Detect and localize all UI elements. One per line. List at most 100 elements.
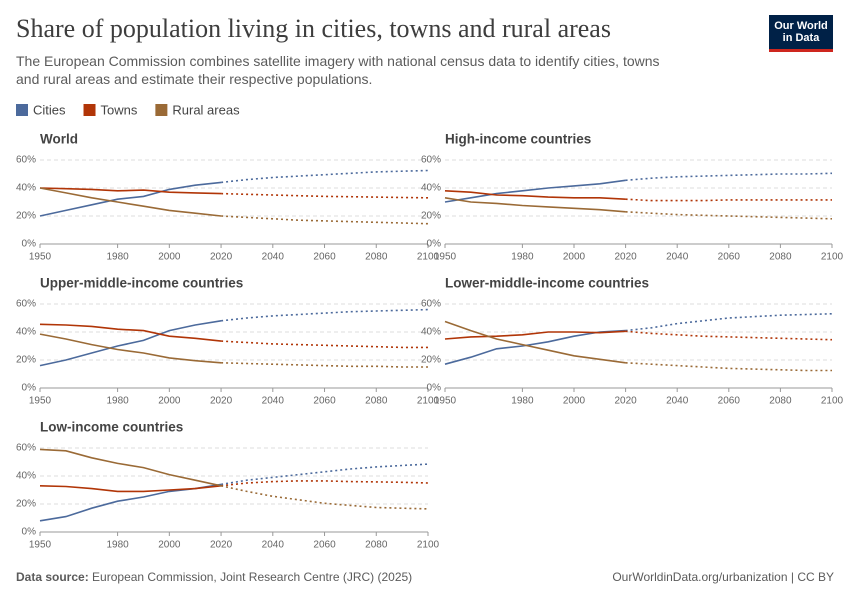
line-solid (39, 187, 222, 217)
y-tick-label: 60% (421, 155, 441, 166)
x-tick-label: 2060 (313, 540, 336, 551)
logo-bar (769, 49, 833, 52)
line-projected (625, 172, 833, 182)
x-tick-label: 1980 (106, 252, 129, 263)
line-projected (221, 362, 428, 368)
x-tick-label: 1950 (434, 252, 457, 263)
source: Data source: European Commission, Joint … (16, 570, 412, 584)
x-tick-label: 2040 (262, 252, 285, 263)
line-solid (39, 323, 222, 342)
y-tick-label: 60% (16, 299, 36, 310)
line-projected (625, 313, 833, 332)
x-tick-label: 2020 (210, 396, 233, 407)
line-solid (39, 187, 222, 195)
x-tick-label: 2020 (614, 396, 637, 407)
line-solid (444, 179, 626, 203)
x-tick-label: 2000 (563, 396, 586, 407)
logo: Our World in Data (774, 20, 828, 44)
line-solid (444, 190, 626, 200)
x-tick-label: 2100 (821, 252, 844, 263)
x-tick-label: 2060 (718, 252, 741, 263)
x-tick-label: 2100 (417, 252, 440, 263)
y-tick-label: 20% (16, 211, 36, 222)
y-tick-label: 40% (16, 183, 36, 194)
x-tick-label: 1980 (511, 396, 534, 407)
y-tick-label: 20% (16, 499, 36, 510)
line-solid (444, 320, 626, 364)
line-projected (625, 330, 833, 341)
source-label: Data source: (16, 570, 89, 584)
y-tick-label: 0% (427, 239, 442, 250)
line-projected (221, 215, 429, 225)
chart-title: Share of population living in cities, to… (16, 14, 611, 43)
line-solid (444, 197, 626, 213)
x-tick-label: 2080 (365, 252, 388, 263)
line-projected (625, 198, 832, 202)
legend-label: Cities (33, 102, 66, 117)
x-tick-label: 2060 (313, 252, 336, 263)
legend-label: Rural areas (172, 102, 240, 117)
x-tick-label: 2080 (769, 396, 792, 407)
line-solid (39, 333, 222, 364)
logo-line: Our World (774, 20, 828, 32)
line-projected (625, 362, 832, 372)
panel-title: Low-income countries (40, 420, 183, 435)
x-tick-label: 2100 (821, 396, 844, 407)
x-tick-label: 1980 (511, 252, 534, 263)
y-tick-label: 40% (16, 327, 36, 338)
x-tick-label: 1950 (29, 252, 52, 263)
y-tick-label: 60% (421, 299, 441, 310)
legend-swatch (83, 104, 96, 116)
x-tick-label: 2000 (158, 252, 181, 263)
y-tick-label: 20% (16, 355, 36, 366)
line-projected (221, 340, 428, 349)
line-solid (39, 485, 222, 493)
y-tick-label: 40% (421, 183, 441, 194)
subtitle: The European Commission combines satelli… (16, 53, 660, 87)
x-tick-label: 2020 (210, 252, 233, 263)
x-tick-label: 2080 (769, 252, 792, 263)
x-tick-label: 2100 (417, 540, 440, 551)
y-tick-label: 40% (16, 471, 36, 482)
panel-title: Upper-middle-income countries (40, 276, 243, 291)
line-projected (221, 308, 429, 322)
y-tick-label: 0% (22, 527, 37, 538)
line-solid (39, 320, 222, 367)
panel-title: World (40, 132, 78, 147)
logo-box (769, 15, 833, 49)
url: OurWorldinData.org/urbanization | CC BY (612, 570, 834, 584)
legend-label: Towns (101, 102, 138, 117)
y-tick-label: 60% (16, 443, 36, 454)
subtitle-line: The European Commission combines satelli… (16, 53, 660, 69)
y-tick-label: 60% (16, 155, 36, 166)
x-tick-label: 2000 (563, 252, 586, 263)
x-tick-label: 2060 (313, 396, 336, 407)
legend-swatch (16, 104, 28, 116)
x-tick-label: 2060 (718, 396, 741, 407)
x-tick-label: 1980 (106, 396, 129, 407)
panel-title: High-income countries (445, 132, 591, 147)
line-solid (39, 448, 222, 487)
line-solid (444, 330, 626, 340)
y-tick-label: 20% (421, 211, 441, 222)
x-tick-label: 2040 (262, 396, 285, 407)
x-tick-label: 2040 (666, 252, 689, 263)
x-tick-label: 2100 (417, 396, 440, 407)
y-tick-label: 40% (421, 327, 441, 338)
y-tick-label: 20% (421, 355, 441, 366)
x-tick-label: 2080 (365, 540, 388, 551)
x-tick-label: 1950 (29, 396, 52, 407)
line-projected (220, 463, 429, 486)
line-projected (625, 211, 833, 220)
line-solid (39, 483, 222, 522)
y-tick-label: 0% (427, 383, 442, 394)
line-solid (39, 181, 222, 217)
x-tick-label: 2000 (158, 396, 181, 407)
x-tick-label: 2040 (666, 396, 689, 407)
x-tick-label: 2020 (614, 252, 637, 263)
y-tick-label: 0% (22, 383, 37, 394)
logo-line: in Data (783, 32, 821, 44)
x-tick-label: 2020 (210, 540, 233, 551)
source-text: European Commission, Joint Research Cent… (92, 570, 412, 584)
